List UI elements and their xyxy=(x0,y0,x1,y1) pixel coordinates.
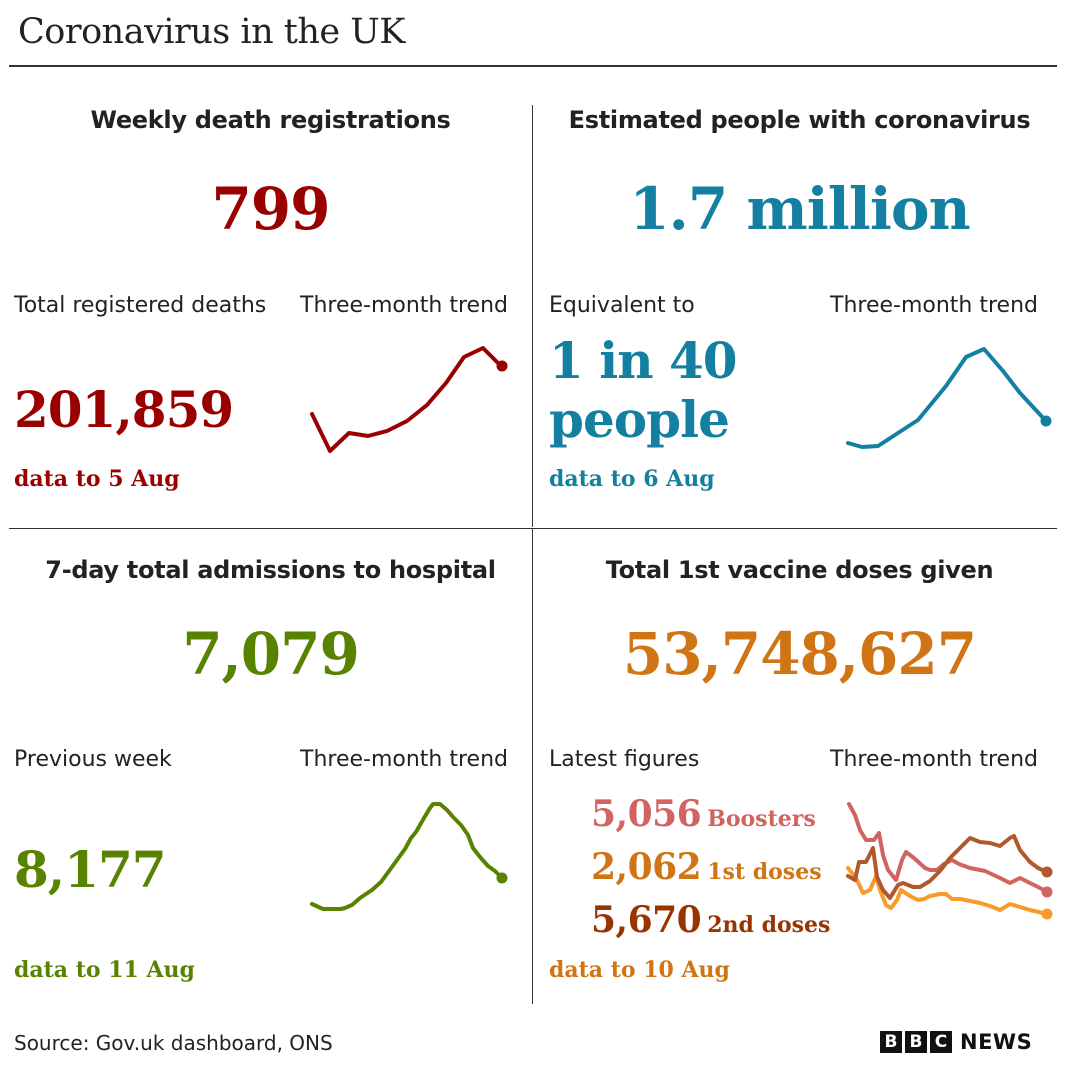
second-doses-endpoint xyxy=(1041,866,1053,878)
boosters-value: 5,056 xyxy=(591,793,702,835)
horizontal-divider xyxy=(9,528,1057,529)
page-title: Coronavirus in the UK xyxy=(18,12,405,52)
logo-letter-b1: B xyxy=(880,1031,902,1053)
deaths-data-note: data to 5 Aug xyxy=(14,466,180,492)
boosters-label: Boosters xyxy=(707,806,816,832)
hospital-data-note: data to 11 Aug xyxy=(14,957,195,983)
infections-value: 1.7 million xyxy=(629,175,970,243)
deaths-trend-endpoint xyxy=(496,360,508,372)
logo-news-word: NEWS xyxy=(960,1030,1033,1054)
vaccines-first-doses-row: 2,062 1st doses xyxy=(591,846,822,888)
vaccines-boosters-row: 5,056 Boosters xyxy=(591,793,816,835)
hospital-value: 7,079 xyxy=(182,620,360,688)
infections-equivalent-label: Equivalent to xyxy=(549,293,695,318)
vertical-divider-top xyxy=(532,105,533,527)
hospital-previous-label: Previous week xyxy=(14,747,172,772)
deaths-heading: Weekly death registrations xyxy=(90,106,451,134)
infections-data-note: data to 6 Aug xyxy=(549,466,715,492)
title-divider xyxy=(9,65,1057,67)
source-note: Source: Gov.uk dashboard, ONS xyxy=(14,1031,333,1055)
deaths-total-label: Total registered deaths xyxy=(14,293,267,318)
second-doses-label: 2nd doses xyxy=(707,912,831,938)
first-doses-endpoint xyxy=(1041,908,1053,920)
hospital-previous-value: 8,177 xyxy=(14,840,167,899)
infections-trend-endpoint xyxy=(1040,415,1052,427)
logo-letter-c: C xyxy=(930,1031,952,1053)
first-doses-label: 1st doses xyxy=(707,859,822,885)
deaths-trend-label: Three-month trend xyxy=(300,293,508,318)
infections-heading: Estimated people with coronavirus xyxy=(568,106,1031,134)
logo-letter-b2: B xyxy=(905,1031,927,1053)
vaccines-total-value: 53,748,627 xyxy=(622,620,977,688)
hospital-heading: 7-day total admissions to hospital xyxy=(45,556,496,584)
bbc-news-logo: B B C NEWS xyxy=(880,1030,1032,1054)
deaths-total-value: 201,859 xyxy=(14,380,234,439)
infections-ratio-line1: 1 in 40 xyxy=(549,331,738,390)
first-doses-value: 2,062 xyxy=(591,846,702,888)
infections-trend-label: Three-month trend xyxy=(830,293,1038,318)
vaccines-data-note: data to 10 Aug xyxy=(549,957,730,983)
vertical-divider-bottom xyxy=(532,529,533,1004)
vaccines-trend-label: Three-month trend xyxy=(830,747,1038,772)
boosters-endpoint xyxy=(1041,886,1053,898)
vaccines-second-doses-row: 5,670 2nd doses xyxy=(591,899,830,941)
hospital-trend-label: Three-month trend xyxy=(300,747,508,772)
hospital-trend-endpoint xyxy=(496,872,508,884)
second-doses-value: 5,670 xyxy=(591,899,702,941)
vaccines-latest-label: Latest figures xyxy=(549,747,700,772)
vaccines-heading: Total 1st vaccine doses given xyxy=(605,556,994,584)
deaths-weekly-value: 799 xyxy=(211,175,330,243)
infections-ratio-line2: people xyxy=(549,390,730,449)
